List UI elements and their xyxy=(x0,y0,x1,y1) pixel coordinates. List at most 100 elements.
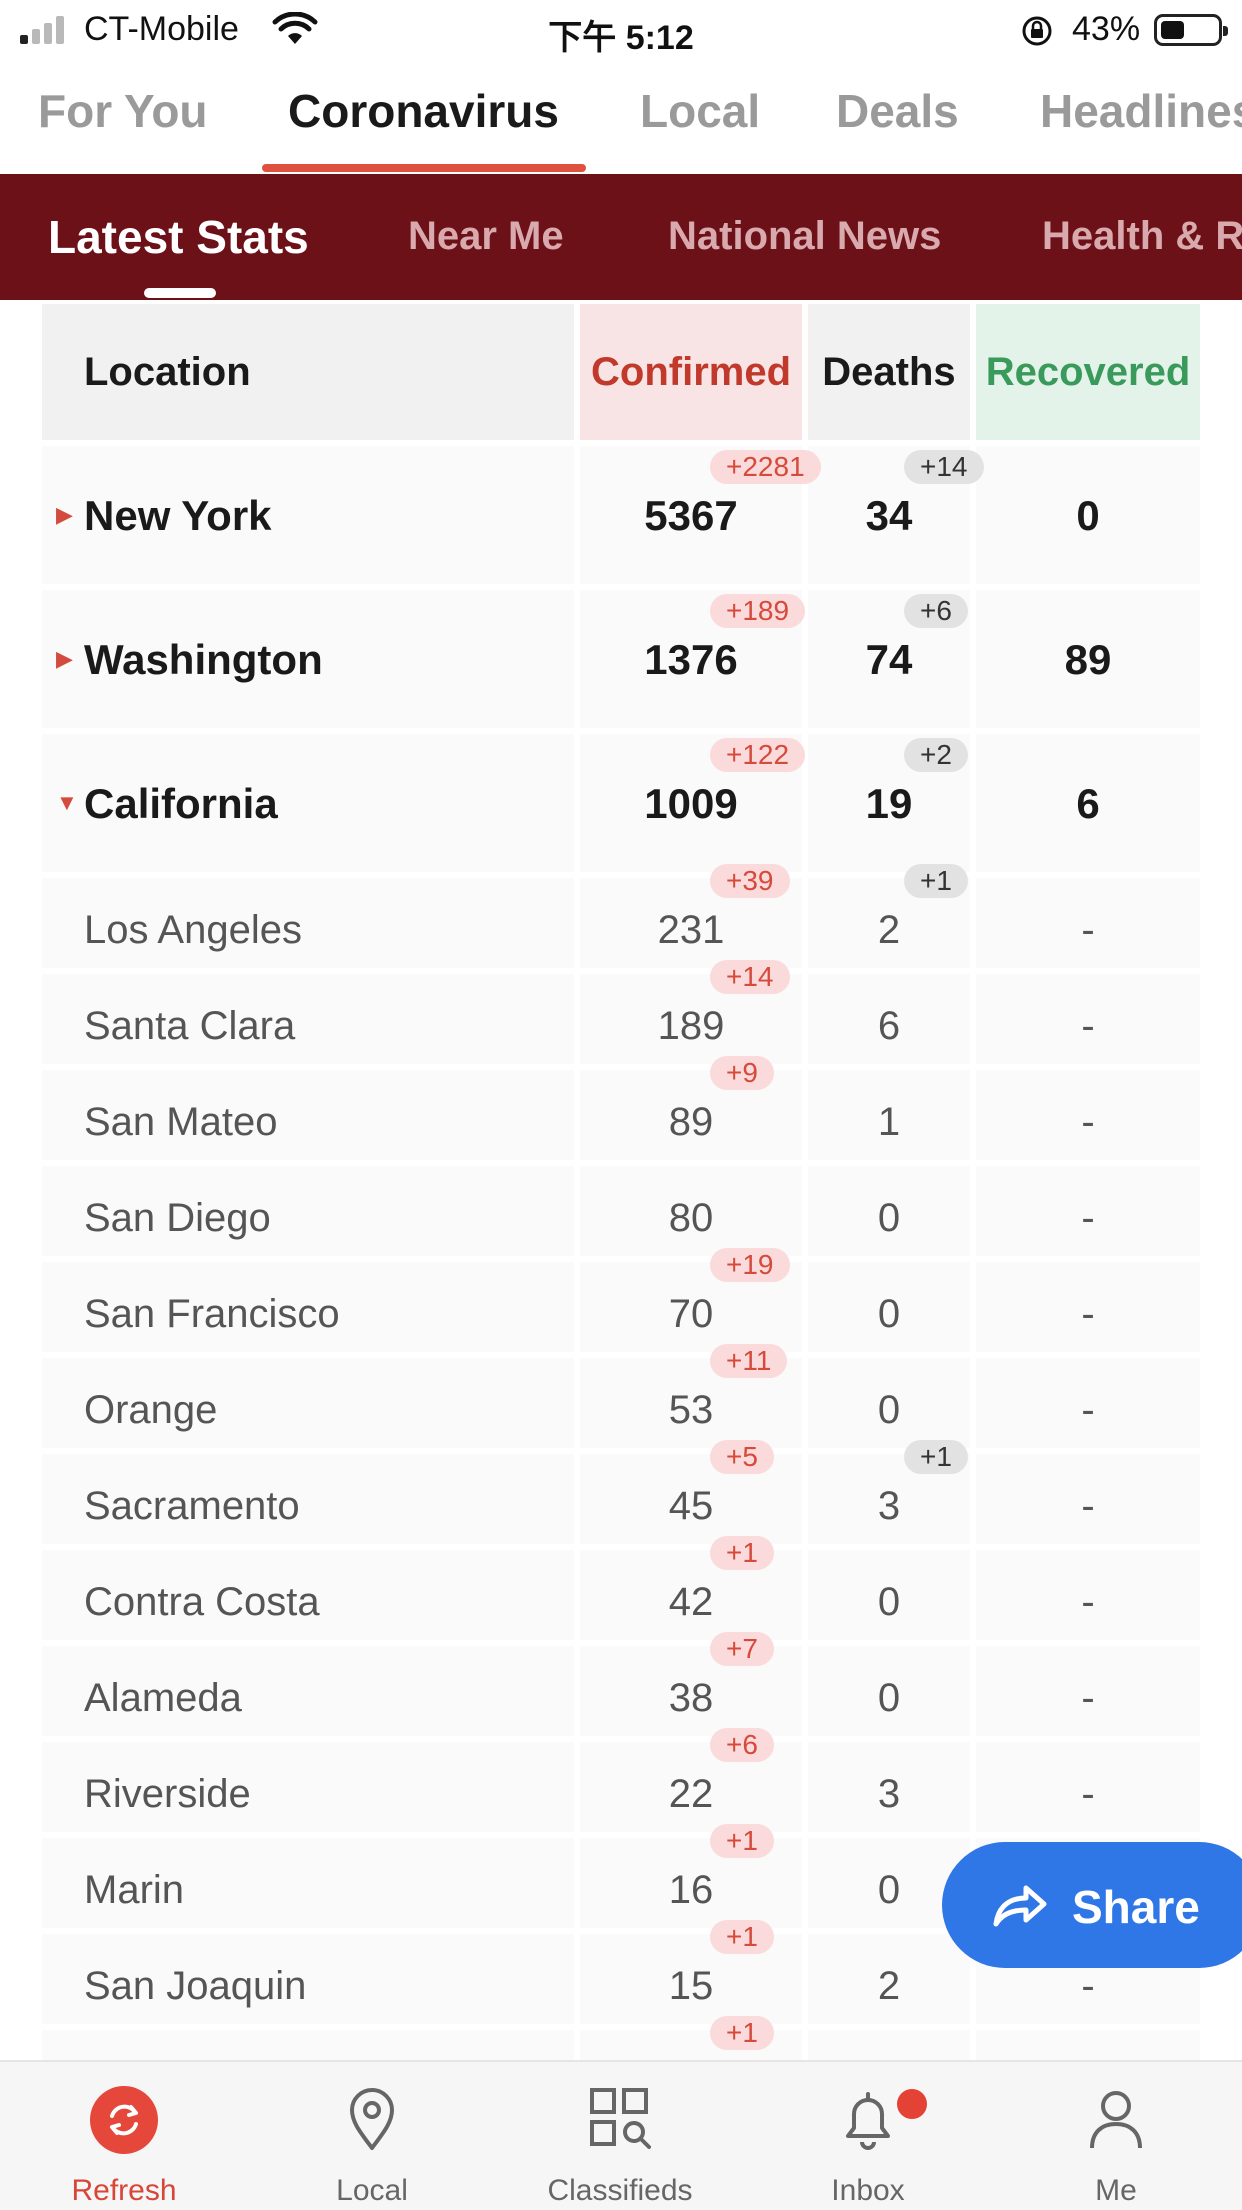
county-name: Sacramento xyxy=(84,1484,300,1528)
confirmed-delta-badge: +39 xyxy=(710,864,790,898)
table-cell xyxy=(976,1742,1200,1832)
subtab-national-news[interactable]: National News xyxy=(668,214,942,258)
county-name: San Francisco xyxy=(84,1292,340,1336)
table-cell xyxy=(42,590,574,728)
table-cell xyxy=(976,734,1200,872)
carrier-name: CT-Mobile xyxy=(84,10,239,48)
recovered-count: 6 xyxy=(1076,780,1100,827)
recovered-count: - xyxy=(1081,1004,1095,1048)
table-cell xyxy=(976,1358,1200,1448)
expand-caret-icon[interactable]: ▼ xyxy=(56,790,78,815)
nav-inbox[interactable]: Inbox xyxy=(744,2062,992,2210)
bottom-nav: Refresh Local Classifieds Inbox xyxy=(0,2060,1242,2210)
deaths-count: 0 xyxy=(877,1292,901,1336)
header-recovered[interactable]: Recovered xyxy=(976,304,1200,440)
table-cell xyxy=(42,974,574,1064)
deaths-count: 0 xyxy=(877,1196,901,1240)
table-cell xyxy=(976,1262,1200,1352)
county-row[interactable]: Riverside 22 3 - +6 xyxy=(42,1728,1200,1832)
recovered-count: - xyxy=(1081,1100,1095,1144)
expand-caret-icon[interactable]: ▶ xyxy=(56,646,73,671)
table-cell xyxy=(808,1262,970,1352)
table-cell xyxy=(808,1550,970,1640)
county-row[interactable]: Sacramento 45 3 - +5 +1 xyxy=(42,1440,1200,1544)
deaths-delta-badge: +2 xyxy=(904,738,968,772)
county-name: San Joaquin xyxy=(84,1964,307,2008)
subtab-latest-stats[interactable]: Latest Stats xyxy=(48,211,309,263)
table-cell xyxy=(976,446,1200,584)
header-deaths[interactable]: Deaths xyxy=(808,304,970,440)
state-row[interactable]: ▼ California 1009 19 6 +122 +2 xyxy=(42,734,1200,872)
confirmed-count: 22 xyxy=(668,1772,714,1816)
deaths-count: 2 xyxy=(877,908,901,952)
header-location-label: Location xyxy=(84,350,251,394)
tab-deals[interactable]: Deals xyxy=(836,85,959,137)
county-row[interactable]: Alameda 38 0 - +7 xyxy=(42,1632,1200,1736)
tab-coronavirus[interactable]: Coronavirus xyxy=(288,85,559,137)
header-recovered-label: Recovered xyxy=(985,350,1191,394)
nav-inbox-label: Inbox xyxy=(831,2174,905,2207)
recovered-count: - xyxy=(1081,1196,1095,1240)
wifi-icon xyxy=(272,12,318,44)
confirmed-count: 189 xyxy=(657,1004,725,1048)
nav-local[interactable]: Local xyxy=(248,2062,496,2210)
sub-tab-bar: Latest Stats Near Me National News Healt… xyxy=(0,174,1242,300)
table-cell xyxy=(976,878,1200,968)
tab-headlines[interactable]: Headlines xyxy=(1040,85,1242,137)
county-row[interactable]: Los Angeles 231 2 - +39 +1 xyxy=(42,864,1200,968)
deaths-count: 6 xyxy=(877,1004,901,1048)
tab-for-you[interactable]: For You xyxy=(38,85,208,137)
county-row[interactable]: San Francisco 70 0 - +19 xyxy=(42,1248,1200,1352)
deaths-count: 0 xyxy=(877,1868,901,1912)
bell-icon xyxy=(846,2092,890,2150)
header-confirmed[interactable]: Confirmed xyxy=(580,304,802,440)
recovered-count: - xyxy=(1081,1580,1095,1624)
nav-refresh[interactable]: Refresh xyxy=(0,2062,248,2210)
recovered-count: - xyxy=(1081,1772,1095,1816)
confirmed-delta-badge: +1 xyxy=(710,1536,774,1570)
table-cell xyxy=(42,1454,574,1544)
recovered-count: - xyxy=(1081,1292,1095,1336)
county-row[interactable]: Contra Costa 42 0 - +1 xyxy=(42,1536,1200,1640)
county-name: Santa Clara xyxy=(84,1004,296,1048)
county-name: Riverside xyxy=(84,1772,251,1816)
deaths-count: 0 xyxy=(877,1580,901,1624)
deaths-count: 0 xyxy=(877,1676,901,1720)
status-time: 下午 5:12 xyxy=(548,19,694,57)
table-cell xyxy=(976,1646,1200,1736)
table-cell xyxy=(42,446,574,584)
confirmed-count: 38 xyxy=(668,1676,714,1720)
county-row[interactable]: San Diego 80 0 - xyxy=(42,1166,1200,1256)
state-row[interactable]: ▶ New York 5367 34 0 +2281 +14 xyxy=(42,446,1200,584)
table-cell xyxy=(808,1070,970,1160)
recovered-count: - xyxy=(1081,1388,1095,1432)
person-icon xyxy=(1090,2091,1142,2149)
confirmed-count: 15 xyxy=(668,1964,714,2008)
county-row[interactable]: Orange 53 0 - +11 xyxy=(42,1344,1200,1448)
county-row[interactable]: Santa Clara 189 6 - +14 xyxy=(42,960,1200,1064)
recovered-count: - xyxy=(1081,1484,1095,1528)
confirmed-delta-badge: +6 xyxy=(710,1728,774,1762)
county-row[interactable]: San Mateo 89 1 - +9 xyxy=(42,1056,1200,1160)
nav-me-label: Me xyxy=(1095,2174,1137,2207)
rotation-lock-icon xyxy=(1022,16,1052,46)
share-button[interactable]: Share xyxy=(942,1842,1242,1968)
confirmed-count: 1376 xyxy=(644,636,738,683)
recovered-count: - xyxy=(1081,1964,1095,2008)
state-row[interactable]: ▶ Washington 1376 74 89 +189 +6 xyxy=(42,590,1200,728)
deaths-delta-badge: +14 xyxy=(904,450,984,484)
table-cell xyxy=(976,974,1200,1064)
subtab-health[interactable]: Health & R xyxy=(1042,214,1242,258)
confirmed-count: 89 xyxy=(668,1100,714,1144)
confirmed-delta-badge: +7 xyxy=(710,1632,774,1666)
header-location[interactable]: Location xyxy=(42,304,574,440)
expand-caret-icon[interactable]: ▶ xyxy=(56,502,73,527)
table-cell xyxy=(42,1550,574,1640)
nav-me[interactable]: Me xyxy=(992,2062,1240,2210)
recovered-count: - xyxy=(1081,1676,1095,1720)
deaths-count: 74 xyxy=(865,636,913,683)
battery-level xyxy=(1161,21,1185,39)
tab-local[interactable]: Local xyxy=(640,85,761,137)
subtab-near-me[interactable]: Near Me xyxy=(408,214,564,258)
nav-classifieds[interactable]: Classifieds xyxy=(496,2062,744,2210)
